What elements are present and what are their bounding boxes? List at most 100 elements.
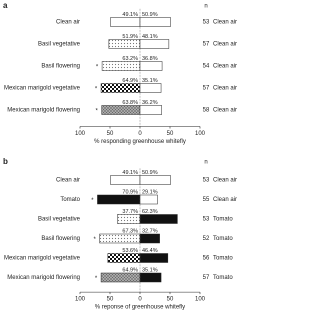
bar-right <box>139 253 169 263</box>
bar-right <box>139 175 171 185</box>
value-label: 49.1% <box>122 12 138 18</box>
bar-left <box>108 39 141 49</box>
x-tick-label: 100 <box>195 131 206 137</box>
n-value: 56 <box>203 256 210 262</box>
category-label: Mexican marigold flowering <box>7 108 80 114</box>
n-value: 57 <box>203 42 210 48</box>
n-value: 57 <box>203 275 210 281</box>
bar-right <box>139 105 162 115</box>
significance-marker: * <box>93 237 96 243</box>
bar-left <box>100 272 141 283</box>
value-label: 35.1% <box>142 267 158 273</box>
x-tick-label: 100 <box>75 297 86 303</box>
value-label: 53.6% <box>122 248 138 254</box>
bar-left <box>100 83 141 93</box>
right-label: Clean air <box>213 86 237 92</box>
right-label: Clean air <box>213 64 237 70</box>
value-label: 35.1% <box>142 78 158 84</box>
category-label: Basil vegetative <box>38 217 81 223</box>
bar-right <box>139 17 171 27</box>
right-label: Tomato <box>213 256 233 262</box>
n-value: 52 <box>203 236 210 242</box>
n-header: n <box>204 4 207 10</box>
right-label: Tomato <box>213 217 233 223</box>
value-label: 51.9% <box>122 34 138 40</box>
category-label: Basil flowering <box>41 236 80 242</box>
right-label: Clean air <box>213 20 237 26</box>
bar-right <box>139 61 163 71</box>
value-label: 50.9% <box>142 12 158 18</box>
category-label: Mexican marigold vegetative <box>4 256 81 262</box>
significance-marker: * <box>91 198 94 204</box>
panel-label: b <box>3 157 8 166</box>
category-label: Clean air <box>56 20 80 26</box>
right-label: Clean air <box>213 42 237 48</box>
x-tick-label: 100 <box>75 131 86 137</box>
right-label: Clean air <box>213 108 237 114</box>
bar-left <box>107 253 141 263</box>
significance-marker: * <box>96 65 99 71</box>
value-label: 46.4% <box>142 248 158 254</box>
category-label: Clean air <box>56 178 80 184</box>
category-label: Basil flowering <box>41 64 80 70</box>
value-label: 32.7% <box>142 228 158 234</box>
value-label: 62.3% <box>142 209 158 215</box>
category-label: Basil vegetative <box>38 42 81 48</box>
value-label: 37.7% <box>122 209 138 215</box>
bar-right <box>139 272 162 283</box>
panel-label: a <box>3 1 8 10</box>
bar-right <box>139 233 160 244</box>
bar-left <box>101 105 141 115</box>
x-tick-label: 0 <box>138 131 142 137</box>
bar-right <box>139 39 170 49</box>
x-tick-label: 50 <box>107 297 114 303</box>
x-tick-label: 100 <box>195 297 206 303</box>
n-value: 53 <box>203 217 210 223</box>
bar-right <box>139 214 178 224</box>
value-label: 36.2% <box>142 100 158 106</box>
x-tick-label: 50 <box>167 297 174 303</box>
n-value: 53 <box>203 20 210 26</box>
bar-left <box>110 17 141 27</box>
n-value: 54 <box>203 64 210 70</box>
value-label: 48.1% <box>142 34 158 40</box>
bar-left <box>110 175 141 185</box>
value-label: 70.9% <box>122 189 138 195</box>
n-value: 57 <box>203 86 210 92</box>
bar-left <box>99 233 141 244</box>
x-tick-label: 0 <box>138 297 142 303</box>
x-tick-label: 50 <box>167 131 174 137</box>
bar-right <box>139 83 162 93</box>
category-label: Mexican marigold vegetative <box>4 86 81 92</box>
bar-left <box>117 214 141 224</box>
n-value: 58 <box>203 108 210 114</box>
value-label: 67.3% <box>122 228 138 234</box>
right-label: Clean air <box>213 178 237 184</box>
value-label: 64.9% <box>122 78 138 84</box>
value-label: 64.9% <box>122 267 138 273</box>
bar-left <box>97 194 141 205</box>
x-axis-label: % responding greenhouse whitefly <box>94 139 186 145</box>
significance-marker: * <box>96 109 99 115</box>
bar-left <box>101 61 141 71</box>
right-label: Clean air <box>213 197 237 203</box>
value-label: 63.2% <box>122 56 138 62</box>
bar-right <box>139 194 158 205</box>
value-label: 63.8% <box>122 100 138 106</box>
x-tick-label: 50 <box>107 131 114 137</box>
value-label: 50.9% <box>142 170 158 176</box>
right-label: Tomato <box>213 275 233 281</box>
right-label: Tomato <box>213 236 233 242</box>
value-label: 49.1% <box>122 170 138 176</box>
category-label: Mexican marigold flowering <box>7 275 80 281</box>
n-value: 55 <box>203 197 210 203</box>
page: {"chart_data": [ {"type": "diverging_bar… <box>3 1 238 311</box>
n-header: n <box>204 160 207 166</box>
value-label: 29.1% <box>142 189 158 195</box>
x-axis-label: % reponse of greenhouse whitefly <box>95 305 185 311</box>
significance-marker: * <box>95 87 98 93</box>
category-label: Tomato <box>60 197 80 203</box>
n-value: 53 <box>203 178 210 184</box>
significance-marker: * <box>95 276 98 282</box>
